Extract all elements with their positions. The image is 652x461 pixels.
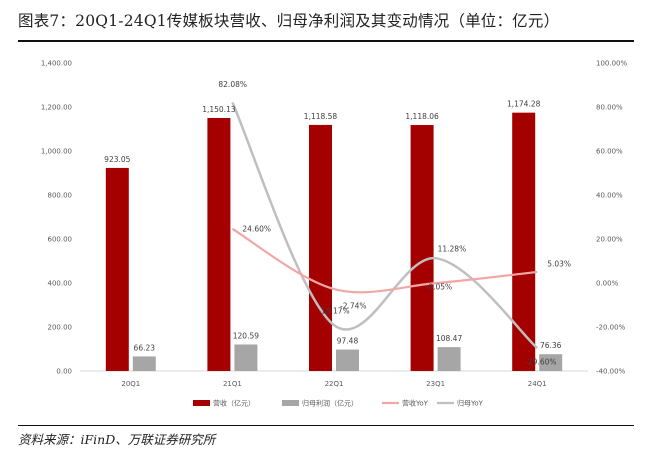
legend-label: 营收（亿元） xyxy=(213,399,255,408)
right-tick-label: 40.00% xyxy=(596,192,623,200)
left-tick-label: 1,000.00 xyxy=(41,148,72,156)
net-profit-bar xyxy=(437,347,461,371)
x-tick-label: 22Q1 xyxy=(325,380,344,388)
net-profit-bar xyxy=(539,354,563,371)
net-profit-yoy-line xyxy=(231,101,539,350)
revenue-bar xyxy=(512,112,536,372)
revenue-yoy-data-label: 5.03% xyxy=(547,259,571,268)
revenue-bar xyxy=(105,167,129,371)
net-profit-yoy-data-label: -19.17% xyxy=(318,307,349,316)
x-tick-label: 20Q1 xyxy=(121,380,140,388)
legend-label: 归母利润（亿元） xyxy=(302,399,358,408)
revenue-data-label: 1,150.13 xyxy=(202,105,236,114)
right-tick-label: 100.00% xyxy=(596,60,627,68)
bar-series xyxy=(105,112,563,372)
legend-label: 营收YoY xyxy=(402,399,429,408)
left-tick-label: 400.00 xyxy=(48,280,73,288)
revenue-data-label: 1,118.06 xyxy=(405,112,439,121)
net-profit-bar xyxy=(336,349,359,371)
net-profit-bar xyxy=(132,356,156,371)
left-tick-label: 200.00 xyxy=(48,324,73,332)
title-rule xyxy=(18,40,634,42)
data-labels: 923.05 66.23 1,150.13 120.59 1,118.58 97.48 1,… xyxy=(104,80,571,367)
right-tick-label: 20.00% xyxy=(596,236,623,244)
left-tick-label: 1,200.00 xyxy=(41,104,72,112)
legend-label: 归母YoY xyxy=(457,399,484,408)
x-tick-label: 23Q1 xyxy=(426,380,445,388)
net-profit-yoy-data-label: -29.60% xyxy=(525,358,556,367)
right-axis: -40.00% -20.00% 0.00% 20.00% 40.00% 60.00% 80.… xyxy=(596,60,627,376)
net-profit-data-label: 120.59 xyxy=(233,331,259,340)
left-tick-label: 600.00 xyxy=(48,236,73,244)
source-rule xyxy=(18,425,634,426)
net-profit-data-label: 66.23 xyxy=(134,343,156,352)
net-profit-yoy-data-label: 82.08% xyxy=(218,80,247,89)
chart-title: 图表7：20Q1-24Q1传媒板块营收、归母净利润及其变动情况（单位：亿元） xyxy=(18,12,560,30)
right-tick-label: 0.00% xyxy=(596,280,619,288)
net-profit-yoy-data-label: 11.28% xyxy=(438,245,467,254)
revenue-bar xyxy=(309,124,332,371)
legend-swatch xyxy=(193,400,210,406)
x-tick-label: 24Q1 xyxy=(528,380,547,388)
net-profit-bar xyxy=(234,344,258,371)
left-tick-label: 800.00 xyxy=(48,192,73,200)
right-tick-label: -40.00% xyxy=(596,368,626,376)
left-tick-label: 1,400.00 xyxy=(41,60,72,68)
net-profit-data-label: 108.47 xyxy=(436,334,462,343)
revenue-data-label: 1,118.58 xyxy=(304,112,338,121)
revenue-bar xyxy=(410,125,434,372)
revenue-yoy-data-label: -2.74% xyxy=(340,302,367,311)
revenue-yoy-data-label: 24.60% xyxy=(242,224,271,233)
revenue-yoy-data-label: -0.05% xyxy=(426,283,453,292)
legend: 营收（亿元） 归母利润（亿元） 营收YoY 归母YoY xyxy=(193,399,484,408)
revenue-data-label: 923.05 xyxy=(104,155,130,164)
right-tick-label: 60.00% xyxy=(596,148,623,156)
revenue-yoy-line xyxy=(231,227,538,294)
right-tick-label: -20.00% xyxy=(596,324,626,332)
left-tick-label: 0.00 xyxy=(56,368,72,376)
net-profit-data-label: 97.48 xyxy=(337,337,359,346)
revenue-data-label: 1,174.28 xyxy=(507,100,541,109)
source-note: 资料来源：iFinD、万联证券研究所 xyxy=(18,432,216,447)
x-tick-label: 21Q1 xyxy=(223,380,242,388)
right-tick-label: 80.00% xyxy=(596,104,623,112)
x-axis-labels: 20Q1 21Q1 22Q1 23Q1 24Q1 xyxy=(121,380,546,388)
left-axis: 0.00 200.00 400.00 600.00 800.00 1,000.00 1,20… xyxy=(41,60,72,376)
revenue-bar xyxy=(207,117,231,371)
line-series xyxy=(231,101,539,350)
net-profit-data-label: 76.36 xyxy=(540,341,562,350)
legend-swatch xyxy=(282,400,299,406)
